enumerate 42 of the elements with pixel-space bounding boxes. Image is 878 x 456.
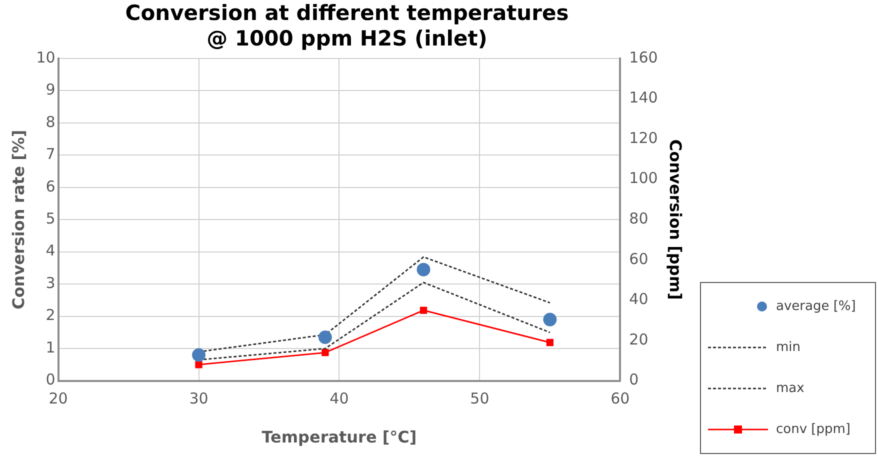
point <box>546 338 554 346</box>
y-axis-title: Conversion rate [%] <box>8 130 28 310</box>
y-tick-label: 3 <box>46 274 56 292</box>
y-tick-label: 0 <box>46 370 56 389</box>
y-tick-label: 6 <box>46 177 56 196</box>
point <box>420 306 428 314</box>
y2-tick-label: 60 <box>629 250 648 268</box>
x-tick-label: 60 <box>610 390 630 408</box>
y-tick-label: 8 <box>46 112 56 131</box>
x-tick-label: 20 <box>48 390 68 408</box>
x-tick-label: 50 <box>470 390 490 408</box>
point <box>543 312 557 326</box>
legend-label: min <box>776 340 801 355</box>
x-tick-label: 30 <box>189 390 208 408</box>
point <box>416 262 430 276</box>
y-tick-label: 10 <box>36 48 56 66</box>
point <box>192 348 206 362</box>
legend-label: max <box>776 380 805 396</box>
point <box>318 330 332 344</box>
y2-axis-title: Conversion [ppm] <box>666 139 686 300</box>
text: @ 1000 ppm H2S (inlet) <box>206 26 488 50</box>
x-tick-label: 40 <box>330 390 349 408</box>
y2-tick-label: 80 <box>629 209 648 228</box>
x-axis-title: Temperature [°C] <box>262 428 417 447</box>
y-tick-label: 4 <box>46 242 56 260</box>
y-tick-label: 1 <box>46 338 56 356</box>
y2-tick-label: 0 <box>629 370 639 389</box>
y2-tick-label: 20 <box>629 330 648 348</box>
point <box>322 349 329 356</box>
text: Conversion at different temperatures <box>125 1 569 26</box>
legend-label: average [%] <box>776 298 856 314</box>
y-tick-label: 7 <box>46 145 56 164</box>
y2-tick-label: 140 <box>629 88 658 107</box>
y2-tick-label: 120 <box>629 128 658 147</box>
y2-tick-label: 160 <box>629 48 658 66</box>
legend-label: conv [ppm] <box>776 422 850 437</box>
y-tick-label: 5 <box>46 209 56 228</box>
point <box>195 361 202 368</box>
y-tick-label: 2 <box>46 306 56 324</box>
y2-tick-label: 40 <box>629 290 648 308</box>
y-tick-label: 9 <box>46 80 56 99</box>
y2-tick-label: 100 <box>629 169 658 188</box>
